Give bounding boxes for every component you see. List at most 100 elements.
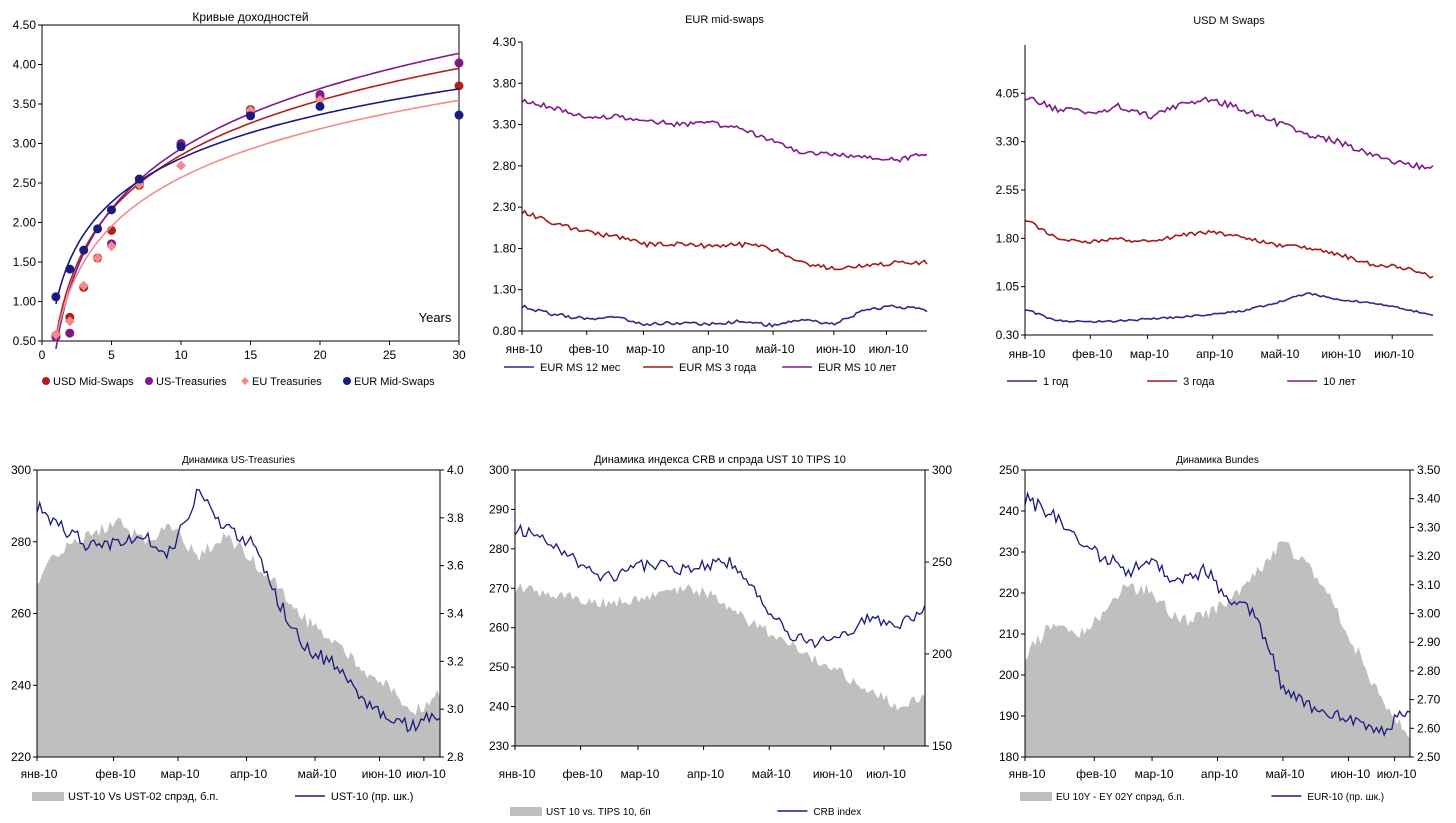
legend-label: EUR MS 10 лет	[818, 362, 896, 374]
legend-label: 1 год	[1043, 376, 1069, 388]
data-point	[134, 174, 144, 184]
y2-tick-label: 150	[932, 739, 952, 753]
x-axis-label: Years	[419, 310, 452, 325]
line-series-1	[1024, 220, 1434, 279]
x-tick-label: фев-10	[1076, 767, 1117, 781]
y-tick-label: 3.50	[13, 97, 37, 111]
x-tick-label: апр-10	[1201, 767, 1239, 781]
legend-swatch	[32, 792, 64, 801]
x-tick-label: мар-10	[1135, 767, 1174, 781]
y-tick-label: 2.80	[493, 159, 517, 173]
data-point	[315, 95, 325, 106]
y-tick-label: 3.30	[996, 135, 1020, 149]
plot-frame	[514, 469, 926, 747]
data-point	[315, 101, 325, 111]
x-tick-label: фев-10	[95, 767, 136, 781]
line-series-1	[514, 523, 926, 649]
x-tick-label: май-10	[756, 342, 795, 356]
chart-panel-2: EUR mid-swaps 0.80 1.30 1.80 2.30 2.80 3.30 3.8…	[493, 14, 928, 374]
data-point	[454, 110, 464, 120]
x-tick-label: июл-10	[1374, 347, 1414, 361]
legend-label: 10 лет	[1323, 376, 1356, 388]
chart-title: EUR mid-swaps	[685, 14, 764, 26]
y-tick-label: 220	[11, 750, 31, 764]
y-tick-label: 210	[999, 627, 1019, 641]
legend-swatch	[510, 807, 542, 816]
line-series-0	[1024, 292, 1434, 324]
legend-label: UST-10 (пр. шк.)	[331, 791, 414, 803]
y-tick-label: 290	[489, 502, 509, 516]
x-tick-label: 20	[313, 348, 327, 362]
y-tick-label: 260	[489, 621, 509, 635]
chart-panel-4: Динамика US-Treasuries 220 240 260 280 300 2.8…	[11, 455, 464, 803]
x-tick-label: 25	[383, 348, 397, 362]
y-tick-label: 0.30	[996, 328, 1020, 342]
trend-line-0	[55, 67, 460, 338]
y-tick-label: 250	[489, 660, 509, 674]
y2-tick-label: 2.90	[1417, 635, 1441, 649]
y2-tick-label: 3.4	[447, 607, 464, 621]
x-tick-label: июн-10	[362, 767, 402, 781]
data-point	[176, 160, 186, 171]
y-tick-label: 300	[489, 463, 509, 477]
plot-area	[41, 24, 460, 342]
legend-swatch	[1020, 792, 1052, 801]
x-tick-label: янв-10	[1009, 767, 1046, 781]
y-tick-label: 0.50	[13, 334, 37, 348]
line-series-2	[521, 98, 928, 163]
y-tick-label: 4.00	[13, 58, 37, 72]
trend-line-1	[55, 52, 460, 350]
x-tick-label: май-10	[752, 767, 791, 781]
x-tick-label: апр-10	[687, 767, 725, 781]
x-tick-label: 10	[174, 348, 188, 362]
y-tick-label: 2.50	[13, 176, 37, 190]
x-tick-label: июл-10	[869, 342, 909, 356]
y-tick-label: 1.80	[996, 231, 1020, 245]
line-series-0	[521, 304, 928, 328]
y-tick-label: 1.80	[493, 241, 517, 255]
y2-tick-label: 2.80	[1417, 664, 1441, 678]
x-tick-label: июн-10	[1321, 347, 1361, 361]
y-tick-label: 240	[11, 678, 31, 692]
x-tick-label: фев-10	[1072, 347, 1113, 361]
y2-tick-label: 3.8	[447, 511, 464, 525]
y-tick-label: 0.80	[493, 324, 517, 338]
legend-label: USD Mid-Swaps	[53, 376, 134, 388]
trend-line-3	[55, 88, 460, 305]
x-tick-label: 15	[244, 348, 258, 362]
legend-label: UST-10 Vs UST-02 спрэд, б.п.	[68, 791, 218, 803]
x-tick-label: мар-10	[1130, 347, 1169, 361]
data-point	[50, 329, 61, 340]
data-point	[78, 280, 89, 291]
chart-panel-3: USD M Swaps 0.30 1.05 1.80 2.55 3.30 4.05 янв-1…	[996, 15, 1434, 388]
data-point	[107, 205, 116, 215]
legend-label: EU Treasuries	[252, 376, 322, 388]
y-tick-label: 3.00	[13, 137, 37, 151]
chart-panel-6: Динамика Bundes 180 190 200 210 220 230 240 250 2…	[999, 455, 1441, 803]
x-tick-label: янв-10	[1009, 347, 1046, 361]
x-tick-label: мар-10	[621, 767, 660, 781]
legend-label: 3 года	[1183, 376, 1215, 388]
x-tick-label: июл-10	[866, 767, 906, 781]
y-tick-label: 1.05	[996, 280, 1020, 294]
data-point	[92, 253, 103, 264]
x-tick-label: июн-10	[816, 342, 856, 356]
x-tick-label: июл-10	[1377, 767, 1417, 781]
area-series	[515, 583, 925, 746]
y2-tick-label: 3.20	[1417, 549, 1441, 563]
y-tick-label: 240	[489, 700, 509, 714]
y-tick-label: 230	[999, 545, 1019, 559]
legend-label: EUR MS 12 мес	[540, 362, 621, 374]
y-tick-label: 1.30	[493, 283, 517, 297]
y-tick-label: 3.80	[493, 76, 517, 90]
x-tick-label: май-10	[1260, 347, 1299, 361]
data-point	[65, 328, 75, 338]
data-point	[315, 90, 325, 100]
data-point	[246, 111, 255, 121]
x-tick-label: янв-10	[506, 342, 543, 356]
y-tick-label: 270	[489, 581, 509, 595]
data-point	[51, 292, 61, 302]
x-tick-label: фев-10	[562, 767, 603, 781]
line-series-2	[1024, 96, 1434, 171]
